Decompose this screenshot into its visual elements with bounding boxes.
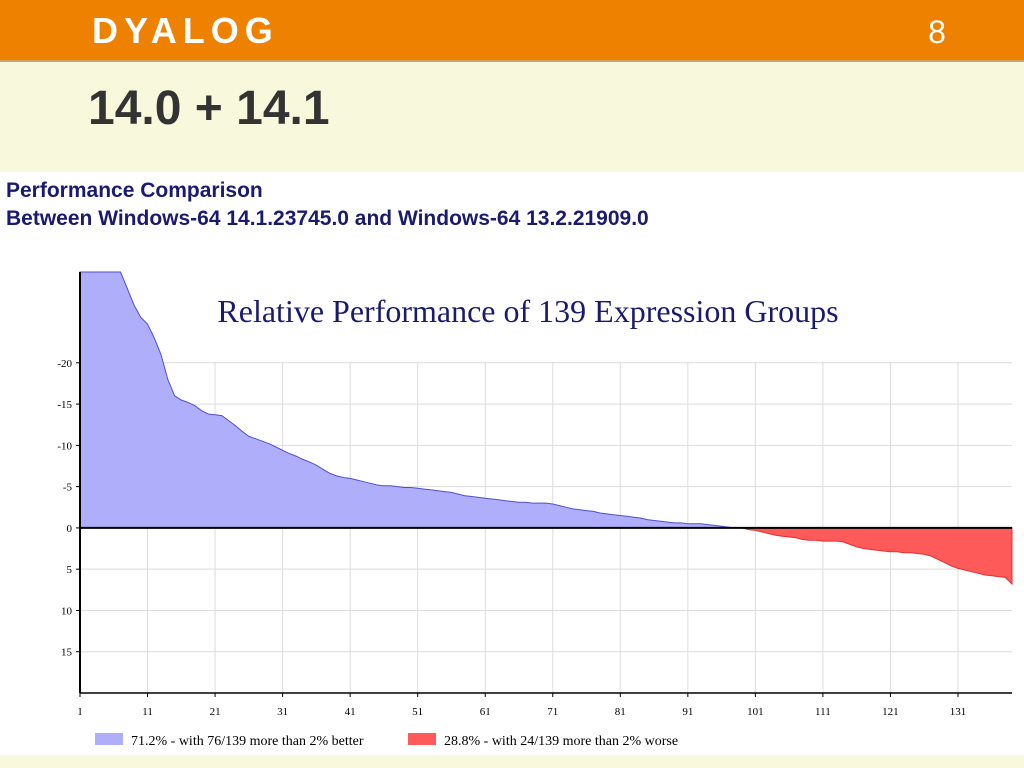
logo: DYALOG bbox=[92, 10, 279, 51]
y-tick-label: 10 bbox=[61, 605, 73, 617]
area-better bbox=[79, 271, 1013, 528]
x-tick-label: 51 bbox=[412, 706, 423, 718]
subtitle: Between Windows-64 14.1.23745.0 and Wind… bbox=[6, 207, 649, 230]
legend-swatch bbox=[95, 733, 123, 745]
legend-swatch bbox=[408, 733, 436, 745]
x-tick-label: 41 bbox=[345, 706, 356, 718]
legend-label: 28.8% - with 24/139 more than 2% worse bbox=[444, 734, 678, 749]
x-tick-label: 1 bbox=[77, 706, 83, 718]
header-bar bbox=[0, 0, 1024, 60]
y-tick-label: -20 bbox=[57, 358, 72, 370]
x-tick-label: 81 bbox=[615, 706, 626, 718]
legend-label: 71.2% - with 76/139 more than 2% better bbox=[131, 734, 364, 749]
page-number: 8 bbox=[928, 14, 946, 50]
chart-title: Relative Performance of 139 Expression G… bbox=[217, 293, 838, 329]
y-tick-label: 5 bbox=[67, 564, 73, 576]
y-tick-label: 0 bbox=[67, 523, 73, 535]
heading: 14.0 + 14.1 bbox=[88, 82, 330, 135]
x-tick-label: 71 bbox=[547, 706, 558, 718]
y-tick-label: -10 bbox=[57, 440, 72, 452]
footer-band bbox=[0, 755, 1024, 768]
area-worse bbox=[79, 528, 1013, 586]
x-tick-label: 111 bbox=[815, 706, 831, 718]
heading-band bbox=[0, 62, 1024, 172]
x-tick-label: 91 bbox=[682, 706, 693, 718]
x-tick-label: 61 bbox=[480, 706, 491, 718]
header-rule bbox=[0, 60, 1024, 62]
y-tick-label: 15 bbox=[61, 647, 73, 659]
x-tick-label: 121 bbox=[882, 706, 899, 718]
x-tick-label: 101 bbox=[747, 706, 764, 718]
x-tick-label: 131 bbox=[950, 706, 967, 718]
y-tick-label: -5 bbox=[63, 482, 73, 494]
x-tick-label: 11 bbox=[142, 706, 153, 718]
subtitle: Performance Comparison bbox=[6, 179, 263, 202]
x-tick-label: 21 bbox=[210, 706, 221, 718]
x-tick-label: 31 bbox=[277, 706, 288, 718]
y-tick-label: -15 bbox=[57, 399, 72, 411]
